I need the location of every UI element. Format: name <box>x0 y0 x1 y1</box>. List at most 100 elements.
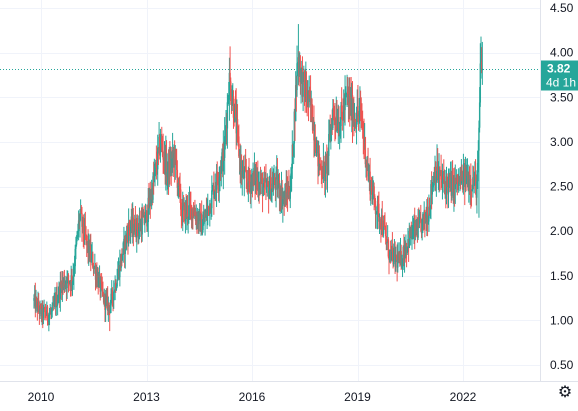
candle-body <box>161 138 163 144</box>
candle-body <box>357 105 359 115</box>
candle-body <box>136 217 139 230</box>
candle-body <box>400 251 402 266</box>
candle-body <box>343 103 345 120</box>
candle-body <box>51 304 53 312</box>
candle-body <box>440 170 442 180</box>
candle-body <box>127 222 130 241</box>
candle-body <box>345 94 347 96</box>
candle-body <box>73 272 75 277</box>
candle-body <box>435 176 438 183</box>
candle-body <box>188 205 190 217</box>
candle-body <box>248 170 250 182</box>
candle-body <box>358 110 360 117</box>
candle-body <box>252 170 254 191</box>
candle-body <box>113 291 115 301</box>
x-tick-label: 2019 <box>344 390 371 404</box>
candle-body <box>100 281 103 284</box>
candle-body <box>421 219 423 234</box>
candle-body <box>383 220 385 227</box>
candle-body <box>403 251 406 261</box>
y-tick-label: 3.00 <box>550 135 574 149</box>
candle-body <box>282 199 284 207</box>
candle-body <box>162 151 164 160</box>
candle-body <box>249 181 251 183</box>
candle-body <box>113 291 116 293</box>
x-tick-label: 2016 <box>239 390 266 404</box>
candle-body <box>214 189 216 193</box>
candle-body <box>230 81 232 101</box>
candle-body <box>40 305 42 308</box>
candle-body <box>479 63 482 103</box>
candle-body <box>376 212 378 214</box>
candle-body <box>415 221 417 231</box>
candle-body <box>102 290 104 293</box>
candle-body <box>108 302 110 307</box>
candle-body <box>309 90 311 95</box>
candle-body <box>74 248 76 267</box>
candle-body <box>293 111 296 144</box>
candle-body <box>143 211 145 224</box>
candle-body <box>297 62 299 64</box>
candle-body <box>144 212 147 223</box>
candle-body <box>276 171 279 190</box>
candle-body <box>42 308 45 318</box>
candle-body <box>300 69 302 83</box>
candle-body <box>352 116 354 126</box>
candle-body <box>142 216 144 218</box>
candle-body <box>73 266 76 273</box>
candle-body <box>379 218 381 226</box>
candle-body <box>391 245 394 252</box>
candle-body <box>476 162 479 182</box>
candle-body <box>48 314 51 316</box>
price-tag <box>541 60 578 91</box>
candle-body <box>308 90 310 103</box>
candle-body <box>324 161 327 181</box>
candle-body <box>311 99 313 121</box>
candle-body <box>236 119 239 127</box>
candle-body <box>116 280 118 287</box>
candle-body <box>472 177 475 187</box>
candle-body <box>243 170 245 179</box>
candle-body <box>267 181 269 186</box>
candle-body <box>336 117 338 130</box>
candle-body <box>33 298 35 301</box>
candle-body <box>461 172 463 177</box>
price-tag-value: 3.82 <box>547 62 571 76</box>
candle-body <box>364 137 367 165</box>
candle-body <box>285 186 287 205</box>
candle-body <box>333 108 335 117</box>
candle-body <box>428 206 430 222</box>
candle-body <box>75 244 77 249</box>
candle-body <box>451 176 453 196</box>
candle-body <box>313 120 315 141</box>
candle-body <box>204 216 206 222</box>
candle-body <box>237 126 239 137</box>
candle-body <box>35 298 38 301</box>
candle-body <box>194 211 196 216</box>
candle-body <box>336 128 339 130</box>
candle-body <box>115 286 118 290</box>
candle-body <box>229 72 231 82</box>
candle-body <box>437 178 440 180</box>
candle-body <box>132 217 135 235</box>
candle-body <box>410 227 413 237</box>
candle-body <box>141 216 143 235</box>
candle-body <box>385 236 388 244</box>
candle-body <box>157 147 160 149</box>
candle-body <box>291 144 294 169</box>
candle-body <box>190 204 192 206</box>
candle-body <box>290 168 293 174</box>
candle-body <box>154 165 156 175</box>
candle-body <box>478 127 480 151</box>
candle-body <box>146 222 149 227</box>
candle-body <box>198 211 200 225</box>
candle-body <box>111 289 114 298</box>
candle-body <box>155 162 158 169</box>
candle-body <box>447 179 450 194</box>
gear-icon[interactable]: ⚙ <box>557 384 573 401</box>
candle-body <box>71 281 74 284</box>
candle-body <box>322 161 325 179</box>
candle-body <box>59 282 62 299</box>
